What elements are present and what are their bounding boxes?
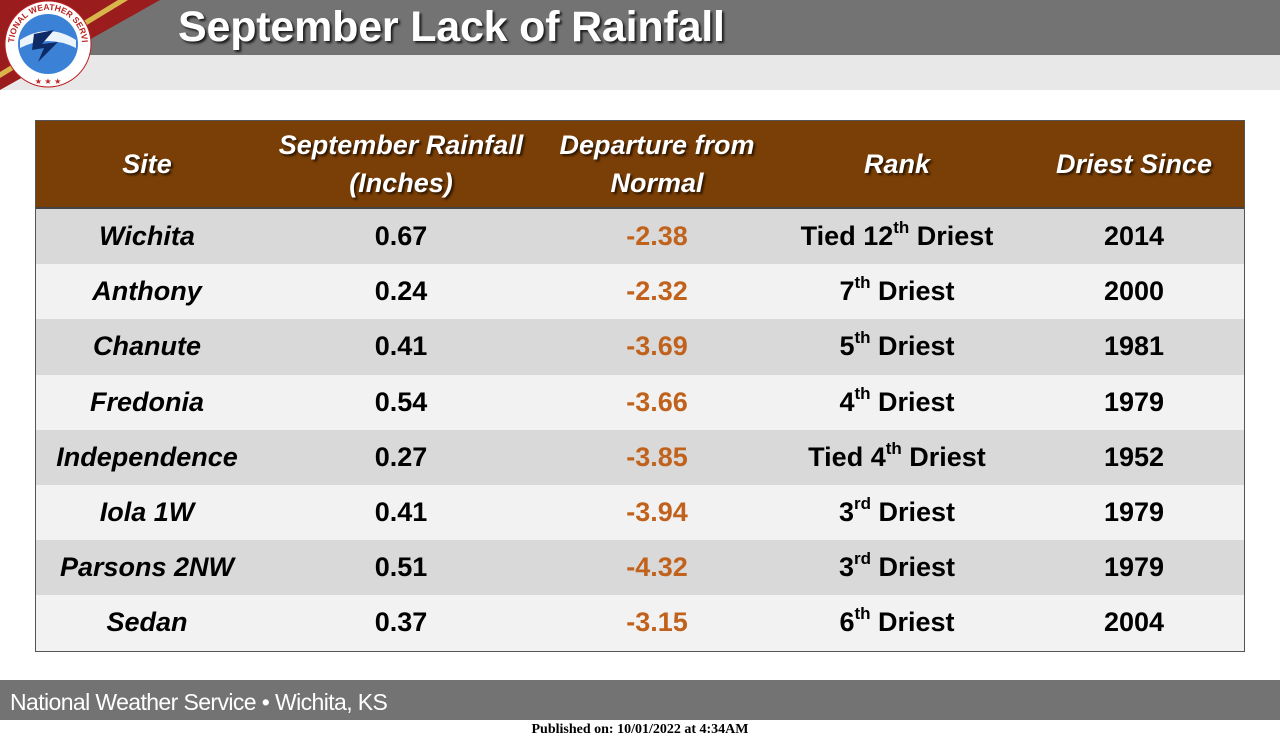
rank-ordinal-suffix: th (885, 438, 902, 458)
rank-prefix: 4 (839, 386, 855, 417)
header-departure-line2: Normal (610, 168, 704, 198)
rank-prefix: 6 (839, 607, 855, 638)
departure-value: -2.32 (626, 276, 688, 307)
rank-suffix: Driest (870, 552, 956, 583)
published-timestamp: Published on: 10/01/2022 at 4:34AM (531, 722, 749, 737)
footer-bar: National Weather Service • Wichita, KS (0, 680, 1280, 720)
site-name: Fredonia (89, 386, 204, 417)
rank-ordinal-suffix: rd (853, 494, 871, 514)
table-row: Iola 1W 0.41 -3.94 3rd Driest 1979 (36, 484, 1244, 541)
rank-suffix: Driest (870, 607, 955, 638)
rank-ordinal-suffix: th (854, 328, 871, 348)
rainfall-table: Site September Rainfall (Inches) Departu… (35, 120, 1245, 652)
rainfall-value: 0.41 (374, 497, 428, 528)
departure-value: -3.69 (626, 331, 688, 362)
header-rainfall: September Rainfall (Inches) (258, 126, 544, 202)
header-band (0, 55, 1280, 90)
departure-value: -2.38 (626, 221, 688, 252)
rank-ordinal-suffix: th (893, 218, 910, 238)
header-site: Site (122, 149, 172, 179)
header-departure: Departure from Normal (544, 126, 770, 202)
rainfall-value: 0.51 (374, 552, 428, 583)
nws-logo-icon: NATIONAL WEATHER SERVICE ★ ★ ★ (1, 0, 92, 88)
rainfall-value: 0.37 (374, 607, 428, 638)
table-row: Anthony 0.24 -2.32 7th Driest 2000 (36, 264, 1244, 320)
rank-ordinal-suffix: rd (853, 549, 871, 569)
rank-value: 6th Driest (770, 604, 1024, 638)
rainfall-value: 0.24 (374, 276, 428, 307)
svg-text:★ ★ ★: ★ ★ ★ (35, 77, 62, 86)
table-row: Fredonia 0.54 -3.66 4th Driest 1979 (36, 374, 1244, 430)
header-rainfall-line1: September Rainfall (278, 130, 524, 160)
rank-value: 7th Driest (770, 273, 1024, 307)
rank-prefix: 3 (838, 552, 854, 583)
footer-office: National Weather Service • Wichita, KS (10, 689, 388, 715)
rank-ordinal-suffix: th (854, 604, 871, 624)
header-rank: Rank (863, 149, 931, 179)
rank-prefix: 3 (838, 497, 854, 528)
rank-value: 3rd Driest (770, 494, 1024, 528)
departure-value: -3.15 (626, 607, 688, 638)
rank-suffix: Driest (901, 441, 986, 472)
table-row: Independence 0.27 -3.85 Tied 4th Driest 1952 (36, 429, 1244, 485)
table-row: Wichita 0.67 -2.38 Tied 12th Driest 2014 (36, 209, 1244, 265)
rank-prefix: Tied 12 (800, 221, 894, 252)
site-name: Wichita (99, 221, 195, 252)
header-bar (0, 0, 1280, 55)
rainfall-value: 0.54 (374, 386, 428, 417)
rank-suffix: Driest (870, 497, 956, 528)
rank-value: 4th Driest (770, 383, 1024, 418)
rank-value: Tied 4th Driest (770, 438, 1024, 473)
rank-prefix: Tied 4 (808, 441, 886, 472)
driest-since-value: 1952 (1103, 441, 1165, 472)
table-header-row: Site September Rainfall (Inches) Departu… (36, 121, 1244, 209)
site-name: Chanute (93, 331, 201, 362)
site-name: Parsons 2NW (59, 552, 235, 583)
site-name: Independence (56, 441, 238, 472)
driest-since-value: 2000 (1103, 276, 1165, 307)
rainfall-value: 0.67 (374, 221, 428, 252)
departure-value: -4.32 (626, 552, 688, 583)
table-row: Chanute 0.41 -3.69 5th Driest 1981 (36, 319, 1244, 375)
rank-value: 5th Driest (770, 328, 1024, 362)
header-rainfall-line2: (Inches) (349, 168, 453, 198)
driest-since-value: 1979 (1103, 386, 1165, 417)
site-name: Anthony (92, 276, 202, 307)
rank-ordinal-suffix: th (854, 383, 871, 403)
driest-since-value: 2004 (1103, 607, 1165, 638)
page-title: September Lack of Rainfall (178, 3, 725, 51)
table-body: Wichita 0.67 -2.38 Tied 12th Driest 2014 Anth… (36, 209, 1244, 651)
site-name: Sedan (106, 607, 188, 638)
rank-suffix: Driest (909, 221, 994, 252)
departure-value: -3.85 (626, 441, 688, 472)
driest-since-value: 1979 (1103, 497, 1165, 528)
rank-prefix: 5 (839, 331, 855, 362)
table-row: Sedan 0.37 -3.15 6th Driest 2004 (36, 595, 1244, 651)
driest-since-value: 1981 (1103, 331, 1165, 362)
table-row: Parsons 2NW 0.51 -4.32 3rd Driest 1979 (36, 540, 1244, 596)
driest-since-value: 2014 (1103, 221, 1165, 252)
rank-suffix: Driest (870, 276, 955, 307)
rank-value: Tied 12th Driest (770, 218, 1024, 252)
header-driest-since: Driest Since (1055, 149, 1213, 179)
rank-suffix: Driest (870, 386, 955, 417)
rank-suffix: Driest (870, 331, 955, 362)
driest-since-value: 1979 (1103, 552, 1165, 583)
rank-ordinal-suffix: th (854, 273, 871, 293)
departure-value: -3.66 (626, 386, 688, 417)
header-departure-line1: Departure from (559, 130, 755, 160)
rank-value: 3rd Driest (770, 549, 1024, 583)
site-name: Iola 1W (99, 497, 195, 528)
rainfall-value: 0.27 (374, 441, 428, 472)
rainfall-value: 0.41 (374, 331, 428, 362)
rank-prefix: 7 (839, 276, 855, 307)
departure-value: -3.94 (626, 497, 688, 528)
